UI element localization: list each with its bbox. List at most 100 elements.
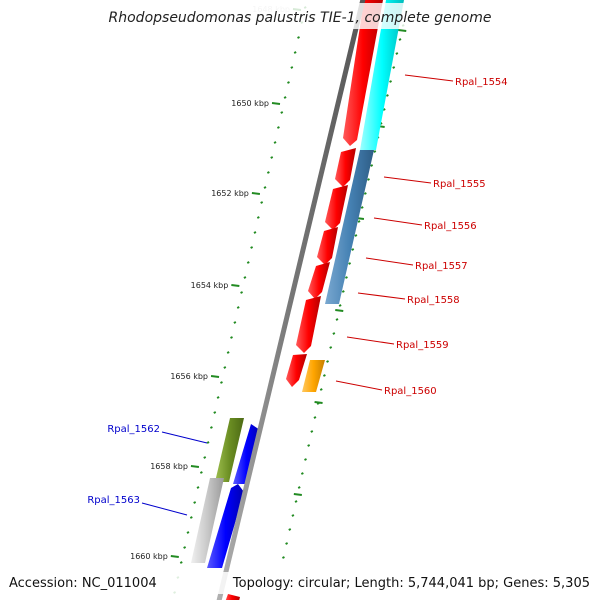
gene-label: Rpal_1554 xyxy=(455,77,508,88)
minor-tick xyxy=(179,561,183,564)
minor-tick-outer xyxy=(319,388,323,391)
minor-tick xyxy=(276,126,280,129)
major-tick xyxy=(231,284,240,287)
gene-rpal-1559 xyxy=(296,296,321,353)
minor-tick-outer xyxy=(392,66,396,69)
minor-tick xyxy=(283,96,287,99)
minor-tick-outer xyxy=(332,332,336,335)
title-backdrop xyxy=(105,3,497,29)
backbone-line xyxy=(216,0,366,600)
minor-tick xyxy=(193,501,197,504)
gene-rpal-1556 xyxy=(325,185,348,230)
minor-tick xyxy=(243,276,247,279)
minor-tick-outer xyxy=(338,304,342,307)
minor-tick-outer xyxy=(288,528,292,531)
minor-tick-outer xyxy=(329,346,333,349)
gene-rpal-1554 xyxy=(343,0,383,146)
minor-tick-outer xyxy=(382,108,386,111)
minor-tick xyxy=(246,261,250,264)
minor-tick xyxy=(196,486,200,489)
feature-orange xyxy=(302,360,325,392)
gene-rpal-1558 xyxy=(308,262,330,299)
genome-backbone xyxy=(216,0,366,600)
minor-tick-outer xyxy=(304,458,307,461)
gene-rpal-1557 xyxy=(317,227,338,265)
minor-tick-outer xyxy=(348,262,352,265)
major-tick xyxy=(190,465,200,468)
gene-label: Rpal_1560 xyxy=(384,386,437,397)
minor-tick xyxy=(263,186,267,189)
leader-line xyxy=(346,336,395,345)
minor-tick-outer xyxy=(310,430,314,433)
minor-tick-outer xyxy=(294,500,298,503)
gene-label: Rpal_1557 xyxy=(415,261,468,272)
minor-tick-outer xyxy=(291,514,295,517)
minor-tick xyxy=(226,351,230,354)
gene-labels: Rpal_1554 Rpal_1555 Rpal_1556 Rpal_1557 Rpal… xyxy=(87,77,507,506)
minor-tick-outer xyxy=(385,94,389,97)
minor-tick-outer xyxy=(322,374,326,377)
feature-steelblue xyxy=(325,150,374,304)
minor-tick xyxy=(273,141,277,144)
gene-rpal-1563 xyxy=(207,484,244,568)
minor-tick xyxy=(220,381,223,384)
minor-tick xyxy=(266,171,270,174)
leader-line xyxy=(383,176,432,184)
minor-tick-outer xyxy=(282,556,285,559)
minor-tick-outer xyxy=(307,444,311,447)
minor-tick-outer xyxy=(395,52,399,55)
minor-tick-outer xyxy=(300,472,304,475)
gene-label: Rpal_1555 xyxy=(433,179,486,190)
minor-tick xyxy=(199,471,203,474)
map-title: Rhodopseudomonas palustris TIE-1, comple… xyxy=(109,10,492,26)
minor-tick xyxy=(250,246,254,249)
minor-tick-outer xyxy=(326,360,329,363)
minor-tick xyxy=(189,516,193,519)
minor-tick xyxy=(186,531,190,534)
minor-tick-outer xyxy=(313,416,317,419)
minor-tick-outer xyxy=(389,80,392,83)
accession-text: Accession: NC_011004 xyxy=(9,576,157,591)
minor-tick xyxy=(233,321,237,324)
gene-rpal-1562 xyxy=(233,424,260,484)
minor-tick-outer xyxy=(354,234,358,237)
feature-track xyxy=(191,0,404,600)
leader-line xyxy=(161,431,208,444)
major-tick-outer xyxy=(335,309,344,312)
minor-tick-outer xyxy=(398,38,402,41)
gene-stub-bottom xyxy=(225,594,240,600)
scale-label: 1652 kbp xyxy=(211,189,249,198)
minor-tick-outer xyxy=(345,276,348,279)
minor-tick xyxy=(270,156,274,159)
scale-label: 1660 kbp xyxy=(130,552,168,561)
footer-backdrop xyxy=(0,572,600,594)
major-tick xyxy=(210,375,220,378)
minor-tick xyxy=(230,336,233,339)
major-tick-outer xyxy=(398,29,407,32)
minor-tick xyxy=(280,111,284,114)
minor-tick xyxy=(203,456,207,459)
minor-tick-outer xyxy=(373,150,377,153)
minor-tick-outer xyxy=(335,318,339,321)
gene-label: Rpal_1559 xyxy=(396,340,449,351)
scale-label: 1650 kbp xyxy=(231,99,269,108)
scale-label: 1654 kbp xyxy=(191,281,229,290)
leader-line xyxy=(404,74,454,82)
leader-line xyxy=(357,292,406,300)
minor-tick-outer xyxy=(367,178,370,181)
leader-line xyxy=(373,217,423,226)
minor-tick-outer xyxy=(297,486,301,489)
gene-label: Rpal_1562 xyxy=(107,424,160,435)
scale-label: 1656 kbp xyxy=(170,372,208,381)
minor-tick xyxy=(240,291,244,294)
minor-tick-outer xyxy=(363,192,367,195)
minor-tick xyxy=(206,441,210,444)
genome-summary-text: Topology: circular; Length: 5,744,041 bp… xyxy=(232,576,590,591)
minor-tick xyxy=(209,426,213,429)
minor-tick xyxy=(297,36,300,39)
leader-line xyxy=(335,380,383,391)
gene-rpal-1560 xyxy=(286,354,307,387)
